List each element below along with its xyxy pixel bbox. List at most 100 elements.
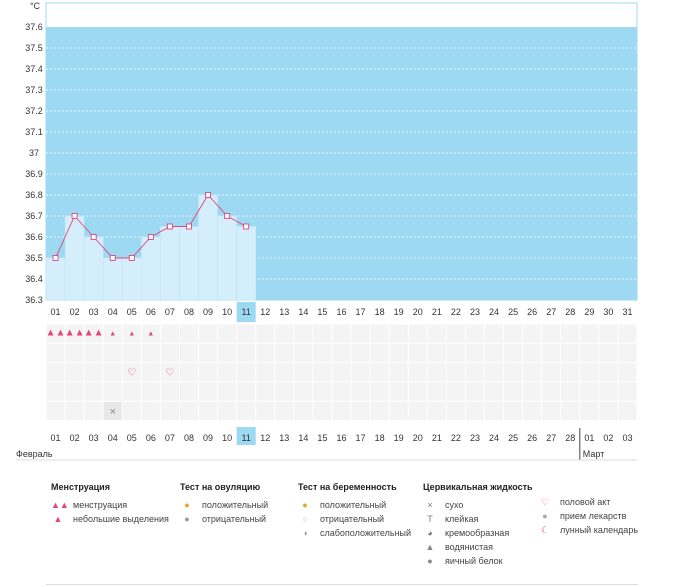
- grid-cell: [351, 363, 370, 382]
- grid-cell: [370, 401, 389, 420]
- grid-cell: [580, 401, 599, 420]
- legend-item: ◕ кремообразная: [423, 526, 533, 540]
- grid-cell: [446, 363, 465, 382]
- grid-cell: [351, 401, 370, 420]
- grid-cell: [427, 343, 446, 363]
- day-label-bottom: 12: [260, 433, 270, 443]
- legend-item: ● положительный: [180, 498, 268, 512]
- grid-cell: [160, 401, 179, 420]
- day-label-top: 18: [375, 307, 385, 317]
- grid-cell: [141, 324, 160, 343]
- grid-cell: [275, 343, 294, 363]
- creamy-icon: ◕: [427, 528, 433, 538]
- grid-cell: [218, 324, 237, 343]
- temp-point: [128, 255, 135, 261]
- grid-cell: [103, 324, 122, 343]
- grid-cell: [332, 324, 351, 343]
- grid-cell: [580, 343, 599, 363]
- grid-cell: [218, 382, 237, 401]
- temp-bar: [141, 236, 161, 301]
- grid-cell: [103, 363, 122, 382]
- grid-cell: [275, 382, 294, 401]
- day-label-top: 11: [242, 307, 251, 317]
- grid-cell: [256, 401, 275, 420]
- temp-point: [186, 223, 192, 230]
- legend-item: ♡ половой акт: [538, 495, 638, 509]
- legend-item-label: отрицательный: [320, 514, 385, 524]
- day-label-top: 23: [470, 307, 480, 317]
- legend: Менструация ▲▲ менструация ▲ небольшие выд…: [0, 482, 675, 582]
- temp-bar: [217, 215, 237, 301]
- day-label-top: 20: [413, 307, 423, 317]
- day-label-bottom: 02: [70, 433, 80, 443]
- y-tick-label: 37.3: [25, 85, 43, 95]
- y-tick-label: 37.2: [25, 106, 43, 116]
- day-label-top: 28: [565, 307, 575, 317]
- day-label-bottom: 08: [184, 433, 194, 443]
- grid-cell: [256, 343, 275, 363]
- grid-cell: [542, 343, 561, 363]
- day-label-bottom: 13: [279, 433, 289, 443]
- grid-cell: [179, 343, 199, 363]
- day-label-top: 10: [222, 307, 232, 317]
- day-label-bottom: 11: [242, 433, 251, 443]
- legend-item-label: менструация: [73, 500, 128, 510]
- temp-point: [166, 223, 173, 230]
- grid-cell: [160, 324, 179, 343]
- grid-cell: [141, 401, 160, 420]
- grid-cell: [313, 363, 332, 382]
- grid-cell: [122, 324, 141, 343]
- day-label-top: 04: [108, 307, 118, 317]
- grid-cell: [103, 343, 122, 363]
- legend-ovulation-title: Тест на овуляцию: [180, 482, 261, 492]
- light-spotting-icon: ▲: [147, 331, 154, 338]
- grid-cell: [504, 401, 523, 420]
- pregnancy-positive-icon: ●: [302, 500, 308, 510]
- legend-item-label: положительный: [202, 500, 269, 510]
- day-label-top: 30: [603, 307, 613, 317]
- grid-cell: [65, 343, 84, 363]
- grid-cell: [599, 382, 618, 401]
- day-label-bottom: 01: [584, 433, 594, 443]
- egg-white-icon: ●: [427, 556, 433, 566]
- positive-test-icon: ●: [184, 500, 190, 510]
- day-label-top: 19: [394, 307, 404, 317]
- grid-cell: [408, 382, 427, 401]
- day-label-top: 26: [527, 307, 537, 317]
- grid-cell: [504, 363, 523, 382]
- grid-cell: [504, 382, 523, 401]
- day-label-top: 13: [279, 307, 289, 317]
- grid-cell: [351, 343, 370, 363]
- grid-cell: [389, 382, 408, 401]
- day-label-bottom: 14: [298, 433, 308, 443]
- grid-cell: [408, 343, 427, 363]
- day-label-top: 14: [298, 307, 308, 317]
- grid-cell: [599, 324, 618, 343]
- temp-bar: [64, 215, 85, 301]
- y-tick-label: 36.3: [25, 295, 43, 305]
- legend-item: ▲▲ менструация: [51, 498, 169, 512]
- grid-cell: [256, 324, 275, 343]
- day-label-top: 21: [432, 307, 442, 317]
- negative-test-icon: ●: [184, 514, 190, 524]
- grid-cell: [237, 343, 256, 363]
- grid-cell: [446, 401, 465, 420]
- grid-cell: [237, 382, 256, 401]
- grid-cell: [199, 343, 218, 363]
- grid-cell: [218, 401, 237, 420]
- day-label-top: 02: [70, 307, 80, 317]
- grid-cell: [504, 324, 523, 343]
- legend-item-label: водянистая: [445, 542, 494, 552]
- grid-cell: [65, 324, 84, 343]
- grid-cell: [542, 401, 561, 420]
- grid-cell: [294, 363, 313, 382]
- grid-cell: [84, 401, 103, 420]
- legend-item: ● прием лекарств: [538, 509, 638, 523]
- day-label-bottom: 01: [51, 433, 61, 443]
- legend-item-label: небольшие выделения: [73, 514, 169, 524]
- grid-cell: [580, 324, 599, 343]
- day-label-top: 08: [184, 307, 194, 317]
- grid-cell: [561, 401, 580, 420]
- day-label-bottom: 23: [470, 433, 480, 443]
